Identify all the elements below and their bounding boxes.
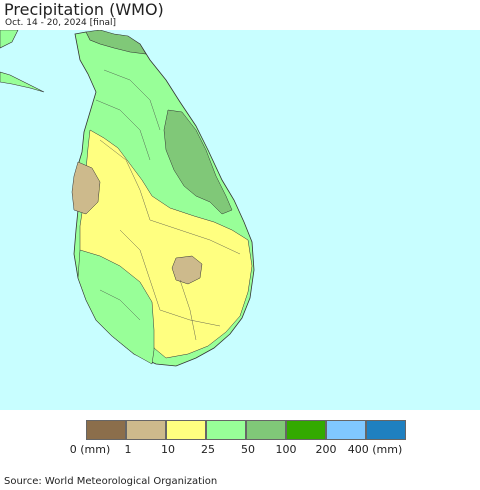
legend-label-5: 100	[275, 443, 297, 456]
map-date-range: Oct. 14 - 20, 2024 [final]	[5, 18, 117, 28]
map-title: Precipitation (WMO)	[4, 0, 164, 19]
legend-swatch-7	[366, 420, 406, 440]
legend-label-7: 400 (mm)	[347, 443, 403, 456]
legend-swatch-6	[326, 420, 366, 440]
legend-label-1: 1	[124, 443, 132, 456]
legend-labels: 0 (mm) 1 10 25 50 100 200 400 (mm)	[0, 443, 480, 457]
india-coast-south	[0, 71, 45, 93]
legend-label-6: 200	[315, 443, 337, 456]
legend-swatch-0	[86, 420, 126, 440]
legend-label-4: 50	[241, 443, 255, 456]
legend-label-0: 0 (mm)	[69, 443, 111, 456]
india-coast	[0, 30, 19, 49]
jaffna-peninsula	[85, 30, 147, 55]
legend-swatch-3	[206, 420, 246, 440]
legend-swatch-5	[286, 420, 326, 440]
district-boundaries	[95, 69, 241, 341]
east-coast-50-100	[163, 109, 233, 215]
central-10-25	[79, 129, 253, 359]
precipitation-legend	[86, 420, 406, 440]
southwest-25-50	[77, 249, 155, 365]
legend-swatch-4	[246, 420, 286, 440]
legend-label-3: 25	[201, 443, 215, 456]
west-coast-1-10	[71, 161, 101, 215]
source-credit: Source: World Meteorological Organizatio…	[4, 476, 218, 487]
precipitation-map	[0, 30, 480, 410]
legend-swatch-1	[126, 420, 166, 440]
central-1-10	[171, 255, 203, 285]
legend-label-2: 10	[161, 443, 175, 456]
legend-swatch-2	[166, 420, 206, 440]
